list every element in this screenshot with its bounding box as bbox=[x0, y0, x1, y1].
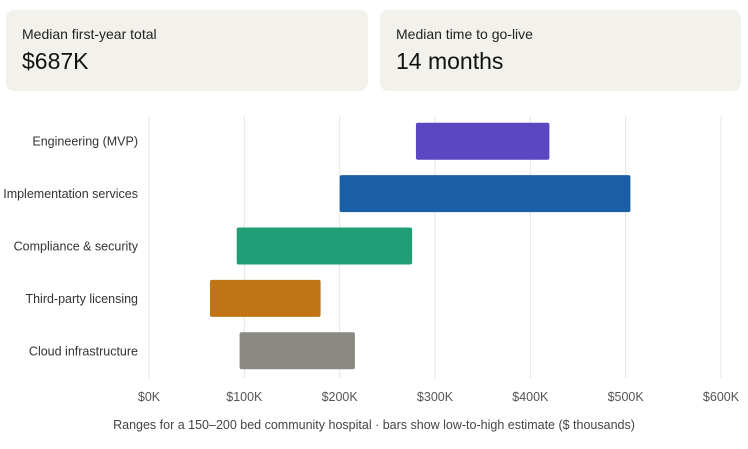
category-label: Cloud infrastructure bbox=[29, 344, 138, 358]
x-tick-label: $300K bbox=[417, 390, 454, 404]
category-label: Third-party licensing bbox=[25, 292, 138, 306]
stat-label: Median first-year total bbox=[22, 26, 157, 42]
range-bar bbox=[339, 175, 631, 213]
stat-value: $687K bbox=[22, 48, 89, 74]
x-tick-label: $100K bbox=[226, 390, 263, 404]
category-label: Implementation services bbox=[3, 187, 138, 201]
category-label: Compliance & security bbox=[14, 240, 139, 254]
chart-caption: Ranges for a 150–200 bed community hospi… bbox=[113, 418, 635, 432]
x-tick-label: $0K bbox=[138, 390, 161, 404]
x-tick-label: $400K bbox=[512, 390, 549, 404]
x-tick-label: $200K bbox=[322, 390, 359, 404]
range-bar bbox=[415, 122, 550, 160]
range-bar bbox=[239, 332, 355, 370]
x-tick-label: $600K bbox=[703, 390, 740, 404]
stat-card-go-live: Median time to go-live 14 months bbox=[380, 10, 741, 91]
x-tick-label: $500K bbox=[608, 390, 645, 404]
range-bar bbox=[210, 279, 321, 317]
stat-card-first-year: Median first-year total $687K bbox=[6, 10, 368, 91]
stat-label: Median time to go-live bbox=[396, 26, 533, 42]
category-label: Engineering (MVP) bbox=[32, 135, 138, 149]
stat-value: 14 months bbox=[396, 48, 504, 74]
range-bar bbox=[236, 227, 413, 265]
